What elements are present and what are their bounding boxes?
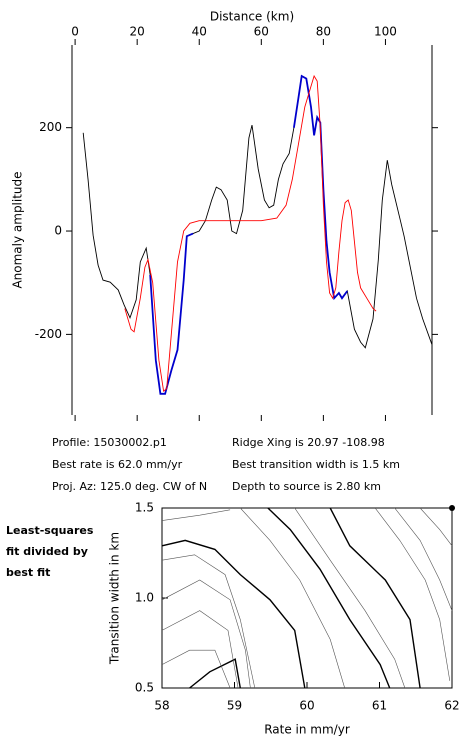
info-text: Ridge Xing is 20.97 -108.98 [232,436,385,449]
y-tick-label: -200 [35,327,62,341]
contour-line [189,658,241,689]
note-text: fit divided by [6,545,88,558]
x-tick-label: 59 [227,699,242,713]
contour-line [240,507,345,689]
info-text: Best transition width is 1.5 km [232,458,400,471]
profile-line [149,74,349,395]
y-tick-label: 200 [39,120,62,134]
x-tick-label: 58 [154,699,169,713]
x-tick-label: 0 [71,25,79,39]
x-tick-label: 61 [372,699,387,713]
contour-line [161,610,239,689]
note-text: Least-squares [6,524,94,537]
y-tick-label: 0 [54,224,62,238]
contour-line [161,649,231,689]
contour-line [294,507,406,689]
info-text: Depth to source is 2.80 km [232,480,381,493]
y-tick-label: 1.0 [135,591,154,605]
note-text: best fit [6,566,50,579]
y-axis-title: Transition width in km [108,532,122,665]
x-axis-title: Rate in mm/yr [264,723,350,737]
contour-line [329,507,421,689]
y-tick-label: 0.5 [135,681,154,695]
x-tick-label: 40 [192,25,207,39]
profile-line [82,75,433,395]
y-tick-label: 1.5 [135,501,154,515]
contour-line [394,507,453,611]
contour-line [267,507,391,689]
x-tick-label: 60 [299,699,314,713]
plot-frame [161,507,453,689]
x-axis-title: Distance (km) [210,10,294,24]
x-tick-label: 100 [374,25,397,39]
y-axis-title: Anomaly amplitude [11,171,25,288]
contour-line [161,579,251,689]
best-fit-marker [449,505,455,511]
x-tick-label: 20 [130,25,145,39]
profile-line [124,74,377,393]
contour-line [419,507,453,546]
contour-line [374,507,451,681]
x-tick-label: 62 [444,699,459,713]
x-tick-label: 80 [316,25,331,39]
contour-line [161,509,231,521]
info-text: Profile: 15030002.p1 [52,436,167,449]
info-text: Best rate is 62.0 mm/yr [52,458,183,471]
x-tick-label: 60 [254,25,269,39]
contour-line [161,539,306,689]
contour-line [161,554,256,689]
info-text: Proj. Az: 125.0 deg. CW of N [52,480,207,493]
